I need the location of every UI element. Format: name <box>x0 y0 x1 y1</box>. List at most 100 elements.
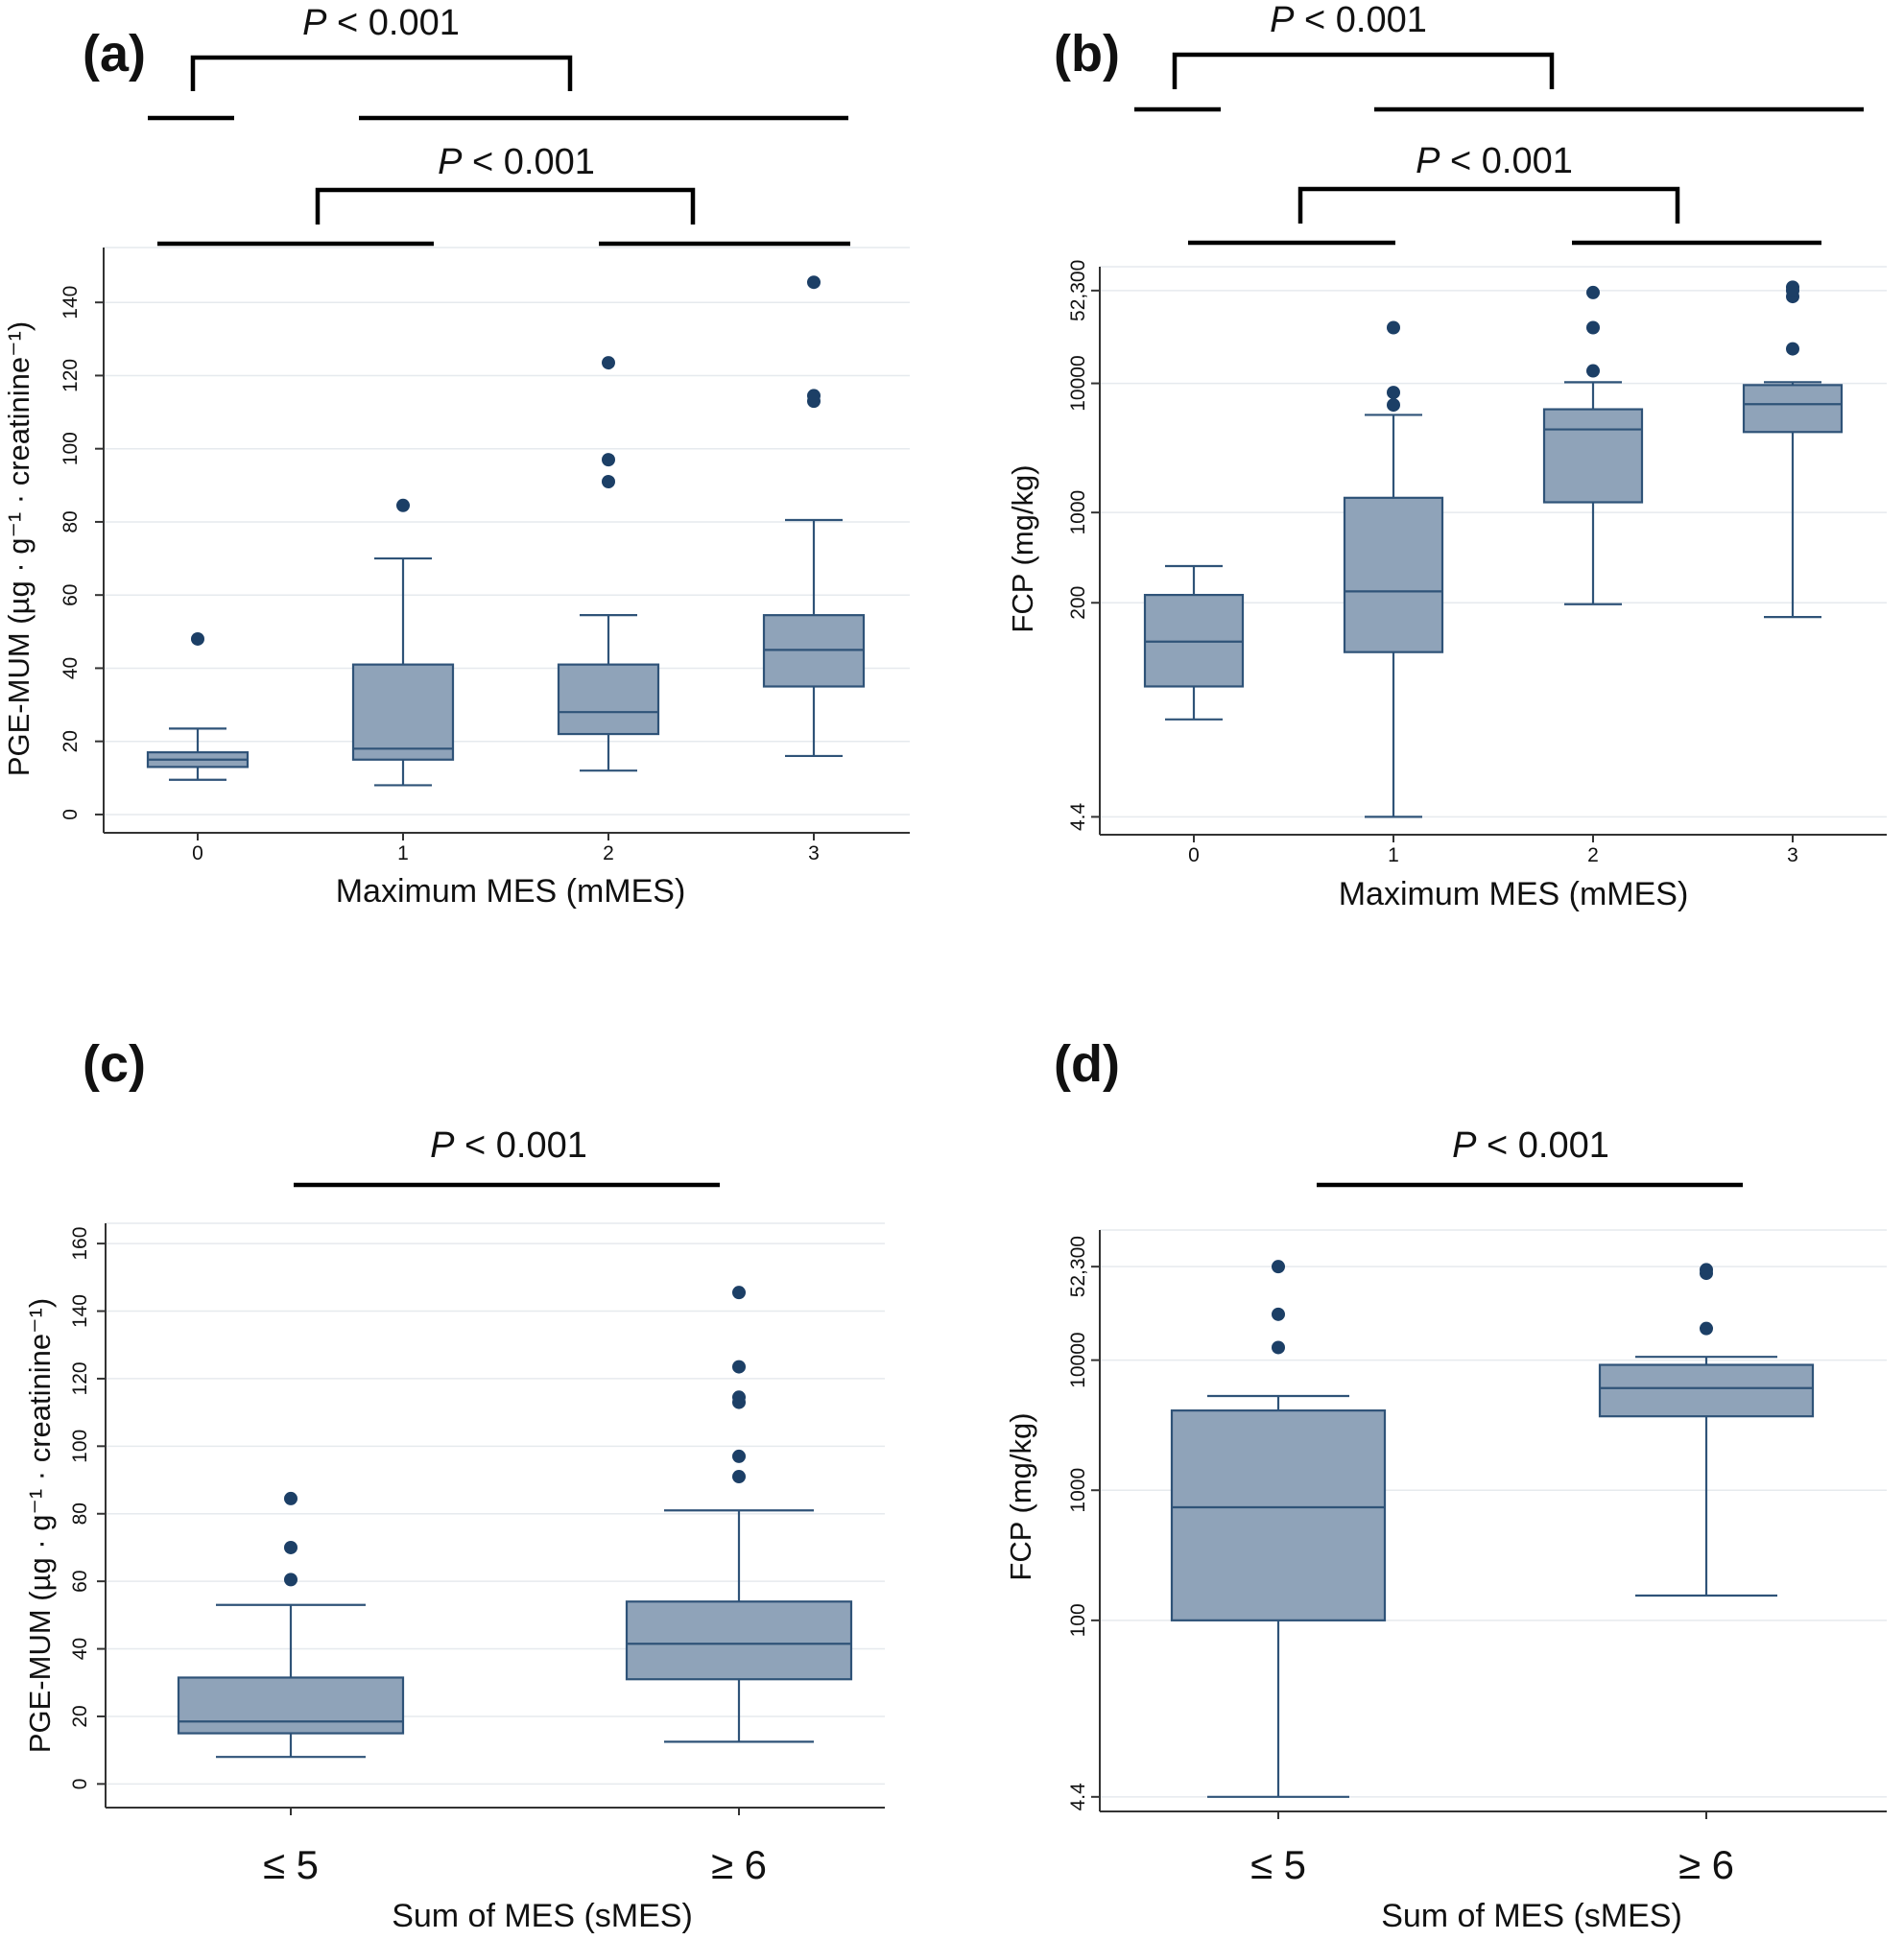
x-tick-label: 1 <box>1388 844 1399 866</box>
x-tick-label: 0 <box>192 842 203 864</box>
outlier-point <box>284 1491 298 1505</box>
p-value-label: P < 0.001 <box>438 142 595 182</box>
p-value-label: P < 0.001 <box>1416 141 1573 181</box>
y-tick-label: 52,300 <box>1067 260 1089 321</box>
outlier-point <box>602 475 615 488</box>
gridlines <box>104 247 910 816</box>
x-ticks: ≤ 5 ≥ 6 <box>1250 1811 1734 1887</box>
comparisons: P < 0.001 P < 0.001 <box>148 3 850 247</box>
x-tick-label: ≥ 6 <box>1678 1842 1734 1887</box>
outlier-point <box>732 1470 746 1484</box>
y-tick-label: 80 <box>60 510 82 532</box>
x-axis-label: Maximum MES (mMES) <box>1339 876 1689 912</box>
x-axis-label: Sum of MES (sMES) <box>1381 1898 1682 1934</box>
x-tick-label: 2 <box>1587 844 1599 866</box>
box-iqr <box>1542 408 1644 504</box>
outlier-point <box>1387 398 1400 413</box>
y-ticks: 4.4 100 1000 10000 52,300 <box>1067 1236 1100 1810</box>
y-tick-label: 60 <box>60 584 82 606</box>
x-tick-label: 2 <box>603 842 614 864</box>
comparison-bracket <box>1172 52 1555 89</box>
outlier-point <box>1272 1260 1285 1274</box>
panel-label-d: (d) <box>1054 1035 1120 1093</box>
box-iqr <box>557 663 660 736</box>
outlier-point <box>732 1449 746 1463</box>
y-tick-label: 160 <box>69 1227 91 1261</box>
outlier-point <box>732 1390 746 1405</box>
panel-label-b: (b) <box>1054 25 1120 83</box>
outlier-point <box>1387 320 1400 335</box>
y-tick-label: 120 <box>69 1361 91 1395</box>
comparison-bracket <box>315 187 696 225</box>
x-ticks: ≤ 5 ≥ 6 <box>263 1808 767 1887</box>
outlier-point <box>1387 386 1400 400</box>
y-axis-label: PGE-MUM (µg · g⁻¹ · creatinine⁻¹) <box>2 321 36 776</box>
x-tick-label: ≥ 6 <box>711 1842 767 1887</box>
y-tick-label: 100 <box>1067 1603 1089 1637</box>
y-tick-label: 40 <box>60 657 82 679</box>
boxes <box>177 1286 853 1759</box>
box-iqr <box>177 1676 405 1735</box>
outlier-point <box>1700 1321 1713 1336</box>
outlier-point <box>1786 280 1799 295</box>
outlier-point <box>1786 342 1799 356</box>
y-tick-label: 4.4 <box>1067 802 1089 831</box>
outlier-point <box>1272 1307 1285 1321</box>
comparisons: P < 0.001 P < 0.001 <box>1134 0 1864 246</box>
x-axis-label: Sum of MES (sMES) <box>392 1898 693 1934</box>
y-ticks: 4.4 200 1000 10000 52,300 <box>1067 260 1100 831</box>
comparisons: P < 0.001 <box>1317 1125 1743 1188</box>
outlier-point <box>396 498 410 512</box>
gridlines <box>1100 266 1887 818</box>
panel-a: (a) 0 20 40 60 80 100 120 140 0 1 2 3 P < 0.001 P … <box>2 3 910 910</box>
x-tick-label: 1 <box>397 842 409 864</box>
y-axis-label: FCP (mg/kg) <box>1004 1412 1037 1580</box>
x-tick-label: ≤ 5 <box>263 1842 319 1887</box>
boxes <box>1170 1260 1815 1798</box>
y-tick-label: 200 <box>1067 586 1089 620</box>
x-tick-label: 0 <box>1188 844 1200 866</box>
x-ticks: 0 1 2 3 <box>1188 835 1798 866</box>
y-tick-label: 20 <box>69 1705 91 1727</box>
y-tick-label: 100 <box>69 1430 91 1463</box>
axes <box>105 1223 885 1809</box>
outlier-point <box>602 453 615 467</box>
outlier-point <box>1272 1340 1285 1355</box>
x-tick-label: 3 <box>808 842 820 864</box>
panel-c: (c) 0 20 40 60 80 100 120 140 160 ≤ 5 ≥ 6 P < 0.0… <box>23 1035 885 1934</box>
y-ticks: 0 20 40 60 80 100 120 140 160 <box>69 1227 106 1790</box>
box-iqr <box>1742 384 1844 434</box>
box-iqr <box>351 663 455 761</box>
outlier-point <box>732 1360 746 1374</box>
y-tick-label: 4.4 <box>1067 1783 1089 1811</box>
y-tick-label: 140 <box>60 286 82 319</box>
y-tick-label: 10000 <box>1067 355 1089 411</box>
outlier-point <box>1700 1263 1713 1277</box>
y-tick-label: 0 <box>69 1779 91 1790</box>
y-tick-label: 0 <box>60 809 82 820</box>
outlier-point <box>1586 320 1600 335</box>
panel-label-a: (a) <box>83 25 146 83</box>
y-tick-label: 40 <box>69 1638 91 1660</box>
axes <box>1099 267 1887 836</box>
y-tick-label: 10000 <box>1067 1332 1089 1387</box>
x-tick-label: ≤ 5 <box>1250 1842 1306 1887</box>
outlier-point <box>284 1573 298 1587</box>
p-value-label: P < 0.001 <box>1270 0 1427 40</box>
box-iqr <box>1343 496 1444 653</box>
x-axis-label: Maximum MES (mMES) <box>336 873 686 910</box>
outlier-point <box>191 631 204 646</box>
outlier-point <box>1586 285 1600 299</box>
y-tick-label: 100 <box>60 432 82 465</box>
outlier-point <box>807 389 821 403</box>
panel-b: (b) 4.4 200 1000 10000 52,300 0 1 2 3 P < 0.001… <box>1006 0 1887 912</box>
comparison-bracket <box>190 55 573 91</box>
outlier-point <box>732 1286 746 1300</box>
outlier-point <box>602 356 615 370</box>
x-tick-label: 3 <box>1787 844 1798 866</box>
comparisons: P < 0.001 <box>294 1125 720 1188</box>
y-tick-label: 80 <box>69 1502 91 1525</box>
y-tick-label: 120 <box>60 359 82 392</box>
x-ticks: 0 1 2 3 <box>192 833 820 864</box>
box-iqr <box>625 1600 853 1681</box>
